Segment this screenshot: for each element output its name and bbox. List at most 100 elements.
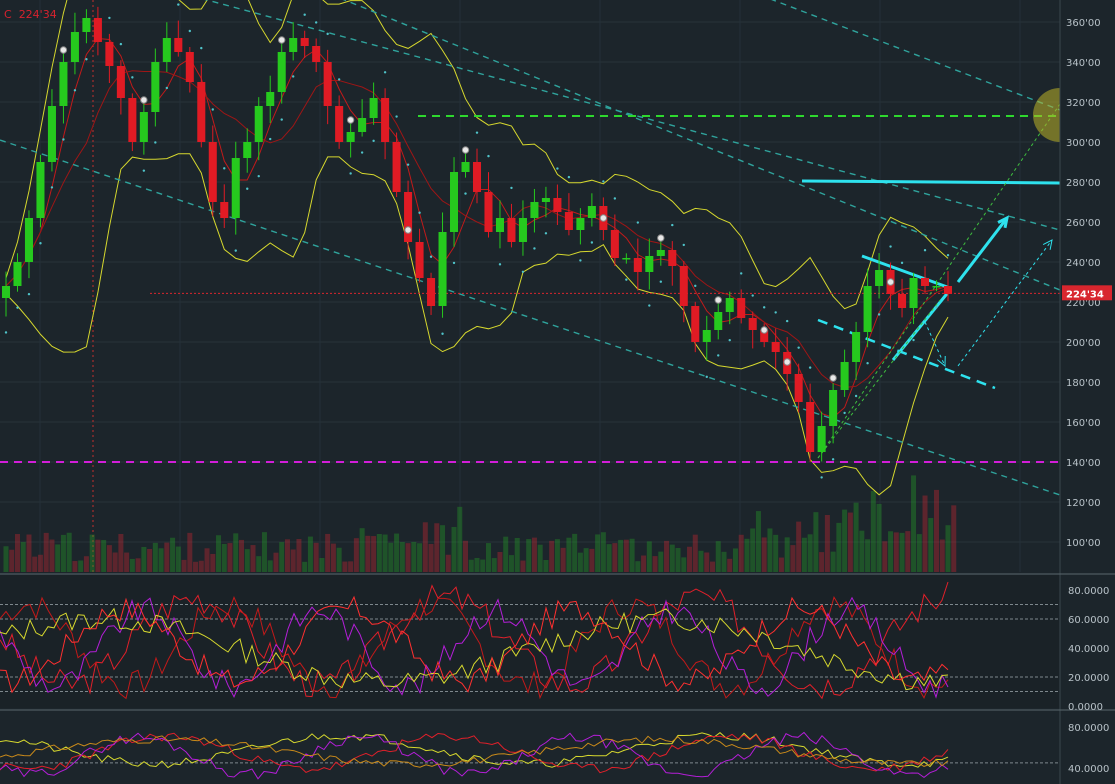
volume-bar	[566, 537, 572, 572]
volume-bar	[198, 560, 204, 572]
volume-bar	[261, 532, 267, 572]
price-tick-label: 180'00	[1066, 378, 1101, 389]
volume-bar	[55, 544, 61, 572]
sar-dot	[567, 175, 571, 179]
price-tick-label: 220'00	[1066, 298, 1101, 309]
volume-bar	[520, 560, 526, 572]
moving-average-slow	[5, 70, 949, 389]
sar-dot	[682, 243, 685, 247]
candle-body	[645, 256, 654, 272]
candle-body	[461, 162, 470, 172]
candle-body	[518, 218, 527, 242]
volume-bar	[457, 506, 463, 572]
sar-dot	[740, 272, 743, 275]
candle-body	[47, 106, 56, 162]
candle-body	[185, 52, 194, 82]
candle-body	[921, 278, 930, 286]
volume-bar	[244, 549, 250, 572]
volume-bar	[704, 552, 710, 572]
volume-bar	[296, 538, 302, 572]
volume-bar	[279, 542, 285, 572]
candle-body	[335, 106, 344, 142]
volume-bar	[629, 538, 635, 572]
volume-bar	[916, 534, 922, 572]
sar-dot	[73, 89, 77, 92]
volume-bar	[359, 528, 365, 572]
signal-marker	[59, 46, 68, 54]
volume-bar	[342, 561, 348, 572]
candle-body	[622, 258, 631, 260]
volume-bar	[531, 537, 537, 572]
price-tick-label: 240'00	[1066, 258, 1101, 269]
candle-body	[128, 98, 137, 142]
candle-body	[806, 402, 815, 452]
volume-bar	[888, 531, 894, 572]
sar-dot	[406, 163, 410, 166]
volume-bar	[399, 542, 405, 572]
sar-dot	[16, 306, 19, 309]
volume-bar	[732, 548, 738, 572]
volume-bar	[801, 537, 807, 572]
candle-body	[817, 426, 826, 452]
sar-dot	[383, 71, 387, 74]
sar-dot	[291, 75, 295, 78]
candle-body	[794, 374, 803, 402]
volume-bar	[635, 561, 641, 572]
breakout-arrow	[956, 217, 1009, 283]
sar-dot	[705, 375, 708, 379]
price-tick-label: 260'00	[1066, 218, 1101, 229]
sar-dot	[613, 197, 617, 200]
trend-annotations	[0, 0, 1087, 496]
candle-body	[450, 172, 459, 232]
volume-bar	[365, 535, 371, 572]
candle-body	[484, 192, 493, 232]
sar-dot	[464, 192, 467, 195]
sar-dot	[154, 141, 157, 144]
sar-dot	[223, 167, 226, 170]
sar-dot	[544, 232, 548, 235]
volume-bar	[485, 543, 491, 572]
sar-dot	[935, 306, 938, 309]
volume-bar	[623, 539, 629, 572]
sar-dot	[108, 16, 111, 20]
volume-bar	[514, 537, 520, 572]
candle-body	[472, 162, 482, 192]
candle-body	[266, 92, 275, 106]
volume-bar	[371, 536, 377, 572]
volume-bar	[60, 534, 66, 572]
sar-dot	[751, 294, 754, 297]
candle-body	[369, 98, 378, 118]
candle-body	[243, 142, 252, 158]
candle-body	[656, 250, 665, 256]
candle-body	[564, 212, 573, 230]
volume-bar	[727, 558, 733, 572]
candle-body	[254, 106, 263, 142]
volume-bar	[641, 555, 647, 572]
volume-bar	[9, 549, 15, 572]
sar-dot	[636, 221, 640, 224]
volume-bar	[101, 539, 107, 572]
sar-dot	[694, 284, 697, 288]
signal-marker	[657, 234, 665, 242]
volume-bar	[646, 541, 652, 572]
sar-dot	[188, 29, 192, 33]
candle-body	[82, 18, 91, 32]
price-tick-label: 140'00	[1066, 458, 1101, 469]
candle-body	[197, 82, 206, 142]
stochastic-panel	[0, 575, 1060, 708]
sar-dot	[395, 115, 398, 118]
candle-body	[737, 298, 746, 318]
sar-dot	[831, 458, 835, 461]
volume-bar	[49, 539, 55, 572]
volume-bar	[405, 543, 411, 572]
stoch-tick-label: 40.0000	[1068, 644, 1109, 655]
stoch-line-red-3	[0, 595, 949, 694]
volume-bar	[336, 547, 342, 572]
sar-dot	[200, 46, 203, 50]
sar-dot	[785, 319, 789, 323]
volume-bar	[267, 560, 273, 572]
stoch-line-red-2	[0, 596, 949, 700]
volume-bar	[870, 491, 876, 572]
candle-body	[541, 198, 550, 202]
